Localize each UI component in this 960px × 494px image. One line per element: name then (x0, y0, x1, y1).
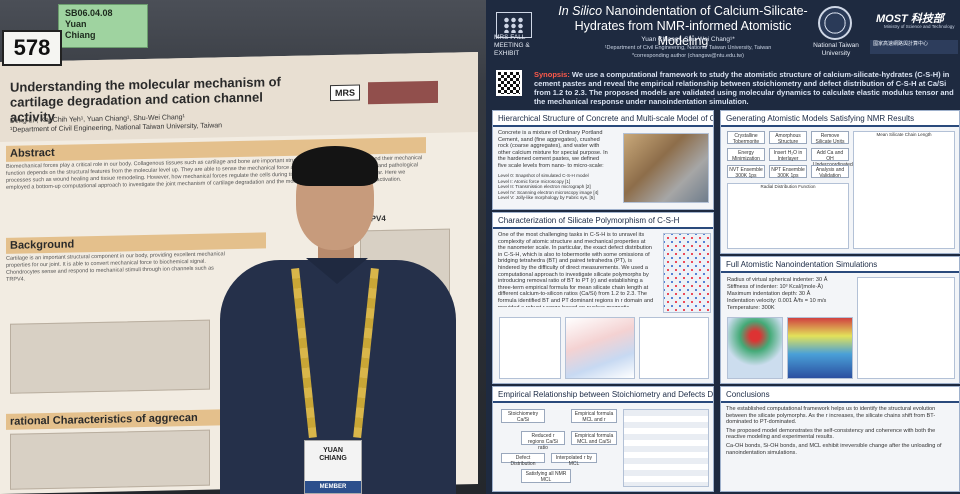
badge-name-first: YUAN (323, 447, 343, 454)
panel-characterization: Characterization of Silicate Polymorphis… (492, 212, 714, 384)
panel-characterization-title: Characterization of Silicate Polymorphis… (493, 213, 713, 229)
left-figure-3 (10, 429, 210, 490)
conclusions-list: The established computational framework … (721, 403, 959, 459)
left-background-text: Cartilage is an important structural com… (6, 251, 225, 283)
flow-formula-mcl-casi: Empirical formula MCL and Ca/Si (571, 431, 617, 445)
poster-contact: *corresponding author (changsw@ntu.edu.t… (632, 53, 744, 59)
mcl-plot-title: Mean Silicate Chain Length (876, 132, 932, 137)
molecular-structure-figure (663, 233, 711, 313)
level-1: Level I: Atomic force microscopy [1] (498, 178, 571, 184)
mcl-surface-plot (565, 317, 635, 379)
panel-nanoindentation-title: Full Atomistic Nanoindentation Simulatio… (721, 257, 959, 273)
silicate-chain-diagram (499, 317, 561, 379)
left-figure-1 (10, 319, 210, 394)
booth-number: 578 (2, 30, 62, 66)
results-table (623, 409, 709, 487)
conclusion-3: Ca-OH bonds, Si-OH bonds, and MCL exhibi… (726, 442, 942, 456)
most-subtitle: Ministry of Science and Technology (884, 24, 955, 29)
gen-box-5: Insert H₂O in Interlayer (769, 148, 807, 162)
board-tag-code: SB06.04.08 (65, 8, 113, 18)
name-badge: YUAN CHIANG MEMBER (304, 440, 362, 494)
rdf-plot: Radial Distribution Function (727, 183, 849, 249)
param-temperature: Temperature: 300K (727, 305, 775, 311)
qr-code-icon (496, 70, 522, 96)
ntu-logo-left (368, 80, 438, 105)
gen-box-7: NVT Ensemble 300K 1ps (727, 165, 765, 179)
flow-satisfying-nmr: Satisfying all NMR MCL (521, 469, 571, 483)
gen-box-6: Add Ca and OH Undercoordinated O (811, 148, 853, 174)
flow-formula-mcl-r: Empirical formula MCL and r (571, 409, 617, 423)
rdf-plot-title: Radial Distribution Function (760, 184, 816, 189)
panel-empirical: Empirical Relationship between Stoichiom… (492, 386, 714, 492)
poster-title-rest: Nanoindentation of Calcium-Silicate-Hydr… (574, 4, 808, 48)
level-4: Level V: Jolly-like morphology by Fabric… (498, 195, 595, 200)
panel-empirical-title: Empirical Relationship between Stoichiom… (493, 387, 713, 403)
synopsis: Synopsis: We use a computational framewo… (534, 70, 958, 106)
panel-generating: Generating Atomistic Models Satisfying N… (720, 110, 960, 254)
gen-box-1: Crystalline Tobermorite (727, 131, 765, 145)
param-velocity: Indentation velocity: 0.001 Å/fs = 10 m/… (727, 298, 827, 304)
level-3: Level IV: Scanning electron microscopy i… (498, 189, 599, 195)
poster-affiliation: ¹Department of Civil Engineering, Nation… (604, 45, 772, 51)
indenter-snapshot (727, 317, 783, 379)
conference-photo: Understanding the molecular mechanism of… (0, 0, 486, 494)
badge-member-label: MEMBER (305, 481, 361, 493)
gen-box-4: Energy Minimization (727, 148, 765, 162)
level-0: Level 0: Snapshot of simulated C-S-H mod… (498, 173, 589, 178)
synopsis-text: We use a computational framework to stud… (534, 70, 954, 106)
panel-hierarchical-levels: Level 0: Snapshot of simulated C-S-H mod… (493, 173, 633, 204)
param-stiffness: Stiffness of indenter: 10³ Kcal/(mole·Å) (727, 284, 823, 290)
panel-hierarchical-title: Hierarchical Structure of Concrete and M… (493, 111, 713, 127)
panel-generating-title: Generating Atomistic Models Satisfying N… (721, 111, 959, 127)
gen-box-8: NPT Ensemble 300K 1ps (769, 165, 807, 179)
flow-interpolated-r: Interpolated r by MCL (551, 453, 597, 467)
hierarchy-figure (623, 133, 709, 203)
ntu-seal-icon (818, 6, 852, 40)
ntu-name: National Taiwan University (813, 42, 859, 57)
flow-reduced-r: Reduced r regions Ca/Si ratio (521, 431, 565, 451)
gen-box-3: Remove Silicate Units (811, 131, 849, 145)
board-tag-first: Yuan (65, 19, 87, 29)
gen-box-2: Amorphous Structure (769, 131, 807, 145)
gen-box-9: Analysis and Validation (811, 165, 849, 179)
presenter-hair (292, 146, 378, 186)
left-section-aggrecan: rational Characteristics of aggrecan (6, 409, 226, 430)
presenter: YUAN CHIANG MEMBER (210, 146, 470, 494)
nmr-spectra-plot (639, 317, 709, 379)
most-logo: MOST 科技部 (876, 13, 944, 25)
param-radius: Radius of virtual spherical indenter: 30… (727, 277, 828, 283)
param-depth: Maximum indentation depth: 30 Å (727, 291, 811, 297)
poster-authors: Yuan Chiang¹, Shu-Wei Chang¹* (641, 36, 735, 43)
flow-defect-distribution: Defect Distribution (501, 453, 545, 467)
mrs-logo-left: MRS (330, 84, 360, 102)
conclusion-1: The established computational framework … (726, 406, 936, 426)
conclusion-2: The proposed model demonstrates the self… (726, 427, 936, 441)
panel-conclusions: Conclusions The established computationa… (720, 386, 960, 492)
board-tag-last: Chiang (65, 30, 96, 40)
poster-title-italic: In Silico (558, 4, 603, 18)
panel-conclusions-title: Conclusions (721, 387, 959, 403)
mrs-meeting-label: MRS FALL MEETING & EXHIBIT (494, 34, 530, 57)
panel-characterization-text: One of the most challenging tasks in C-S… (498, 232, 654, 307)
synopsis-label: Synopsis: (534, 70, 570, 79)
poster-title: In Silico Nanoindentation of Calcium-Sil… (548, 4, 818, 49)
board-tag: SB06.04.08 Yuan Chiang (58, 4, 148, 48)
load-displacement-plot (857, 277, 955, 379)
stress-map (787, 317, 853, 379)
panel-hierarchical-text: Concrete is a mixture of Ordinary Portla… (498, 130, 608, 169)
mrs-logo (496, 12, 532, 38)
badge-name: YUAN CHIANG (305, 447, 361, 463)
panel-hierarchical: Hierarchical Structure of Concrete and M… (492, 110, 714, 210)
nanoindentation-params: Radius of virtual spherical indenter: 30… (727, 277, 847, 312)
badge-name-last: CHIANG (319, 455, 347, 462)
mcl-plot: Mean Silicate Chain Length (853, 131, 955, 249)
panel-nanoindentation: Full Atomistic Nanoindentation Simulatio… (720, 256, 960, 384)
ncree-logo: 國家高速網路與計算中心 (870, 40, 958, 54)
level-2: Level II: Transmission electron microgra… (498, 184, 591, 189)
flow-stoichiometry: Stoichiometry Ca/Si (501, 409, 545, 423)
right-poster: MRS FALL MEETING & EXHIBIT In Silico Nan… (486, 0, 960, 494)
